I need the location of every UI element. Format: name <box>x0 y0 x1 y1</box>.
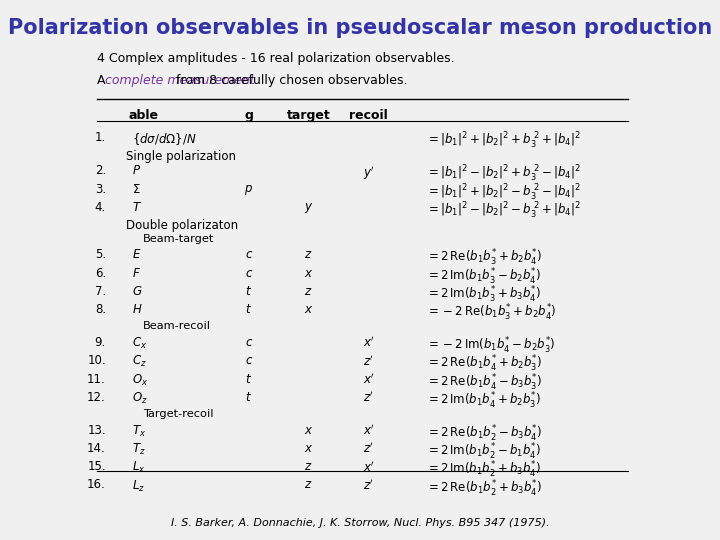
Text: Target-recoil: Target-recoil <box>143 409 214 419</box>
Text: $y$: $y$ <box>304 201 313 215</box>
Text: $T_{z}$: $T_{z}$ <box>132 442 145 457</box>
Text: Polarization observables in pseudoscalar meson production: Polarization observables in pseudoscalar… <box>8 17 712 37</box>
Text: $x'$: $x'$ <box>363 336 374 350</box>
Text: $c$: $c$ <box>245 248 253 261</box>
Text: $z$: $z$ <box>305 460 312 473</box>
Text: $O_{x}$: $O_{x}$ <box>132 373 148 388</box>
Text: from 8 carefully chosen observables.: from 8 carefully chosen observables. <box>171 74 407 87</box>
Text: $\Sigma$: $\Sigma$ <box>132 183 140 195</box>
Text: A: A <box>97 74 110 87</box>
Text: $p$: $p$ <box>244 183 253 197</box>
Text: $=|b_{1}|^{2}-|b_{2}|^{2}-b_{3}^{\;2}+|b_{4}|^{2}$: $=|b_{1}|^{2}-|b_{2}|^{2}-b_{3}^{\;2}+|b… <box>426 201 580 221</box>
Text: $L_{x}$: $L_{x}$ <box>132 460 145 475</box>
Text: $z'$: $z'$ <box>363 442 374 456</box>
Text: $=2\,\mathrm{Re}(b_{1}b_{2}^{*}-b_{3}b_{4}^{*})$: $=2\,\mathrm{Re}(b_{1}b_{2}^{*}-b_{3}b_{… <box>426 424 541 444</box>
Text: $O_{z}$: $O_{z}$ <box>132 391 148 406</box>
Text: $z$: $z$ <box>305 248 312 261</box>
Text: $=2\,\mathrm{Re}(b_{1}b_{4}^{*}-b_{3}b_{3}^{*})$: $=2\,\mathrm{Re}(b_{1}b_{4}^{*}-b_{3}b_{… <box>426 373 541 393</box>
Text: $x'$: $x'$ <box>363 373 374 387</box>
Text: 15.: 15. <box>87 460 106 473</box>
Text: $z'$: $z'$ <box>363 478 374 493</box>
Text: $F$: $F$ <box>132 267 140 280</box>
Text: $=2\,\mathrm{Im}(b_{1}b_{2}^{*}-b_{1}b_{4}^{*})$: $=2\,\mathrm{Im}(b_{1}b_{2}^{*}-b_{1}b_{… <box>426 442 541 462</box>
Text: $L_{z}$: $L_{z}$ <box>132 478 145 494</box>
Text: 9.: 9. <box>94 336 106 349</box>
Text: complete measurement: complete measurement <box>105 74 255 87</box>
Text: 10.: 10. <box>87 354 106 367</box>
Text: 7.: 7. <box>94 285 106 298</box>
Text: $=2\,\mathrm{Re}(b_{1}b_{4}^{*}+b_{2}b_{3}^{*})$: $=2\,\mathrm{Re}(b_{1}b_{4}^{*}+b_{2}b_{… <box>426 354 541 374</box>
Text: 5.: 5. <box>95 248 106 261</box>
Text: $x$: $x$ <box>304 424 313 437</box>
Text: $x'$: $x'$ <box>363 460 374 475</box>
Text: $C_{z}$: $C_{z}$ <box>132 354 146 369</box>
Text: $x'$: $x'$ <box>363 424 374 438</box>
Text: $=|b_{1}|^{2}-|b_{2}|^{2}+b_{3}^{\;2}-|b_{4}|^{2}$: $=|b_{1}|^{2}-|b_{2}|^{2}+b_{3}^{\;2}-|b… <box>426 164 580 184</box>
Text: able: able <box>129 109 158 122</box>
Text: 13.: 13. <box>87 424 106 437</box>
Text: recoil: recoil <box>349 109 388 122</box>
Text: $=2\,\mathrm{Im}(b_{1}b_{3}^{*}-b_{2}b_{4}^{*})$: $=2\,\mathrm{Im}(b_{1}b_{3}^{*}-b_{2}b_{… <box>426 267 541 287</box>
Text: 1.: 1. <box>94 131 106 144</box>
Text: Double polarizaton: Double polarizaton <box>126 219 238 232</box>
Text: 8.: 8. <box>95 303 106 316</box>
Text: $T_{x}$: $T_{x}$ <box>132 424 145 438</box>
Text: $t$: $t$ <box>246 391 252 404</box>
Text: $=|b_{1}|^{2}+|b_{2}|^{2}-b_{3}^{\;2}-|b_{4}|^{2}$: $=|b_{1}|^{2}+|b_{2}|^{2}-b_{3}^{\;2}-|b… <box>426 183 580 202</box>
Text: $t$: $t$ <box>246 373 252 386</box>
Text: $c$: $c$ <box>245 267 253 280</box>
Text: I. S. Barker, A. Donnachie, J. K. Storrow, Nucl. Phys. B95 347 (1975).: I. S. Barker, A. Donnachie, J. K. Storro… <box>171 518 549 528</box>
Text: $P$: $P$ <box>132 164 140 177</box>
Text: $x$: $x$ <box>304 303 313 316</box>
Text: $G$: $G$ <box>132 285 142 298</box>
Text: $=-2\,\mathrm{Im}(b_{1}b_{4}^{*}-b_{2}b_{3}^{*})$: $=-2\,\mathrm{Im}(b_{1}b_{4}^{*}-b_{2}b_… <box>426 336 555 356</box>
Text: $=2\,\mathrm{Re}(b_{1}b_{2}^{*}+b_{3}b_{4}^{*})$: $=2\,\mathrm{Re}(b_{1}b_{2}^{*}+b_{3}b_{… <box>426 478 541 498</box>
Text: $c$: $c$ <box>245 354 253 367</box>
Text: Beam-recoil: Beam-recoil <box>143 321 211 332</box>
Text: Single polarization: Single polarization <box>126 150 236 163</box>
Text: 12.: 12. <box>87 391 106 404</box>
Text: $x$: $x$ <box>304 267 313 280</box>
Text: $z'$: $z'$ <box>363 354 374 369</box>
Text: $E$: $E$ <box>132 248 141 261</box>
Text: $z$: $z$ <box>305 285 312 298</box>
Text: 4 Complex amplitudes - 16 real polarization observables.: 4 Complex amplitudes - 16 real polarizat… <box>97 52 455 65</box>
Text: $H$: $H$ <box>132 303 142 316</box>
Text: 11.: 11. <box>87 373 106 386</box>
Text: 2.: 2. <box>94 164 106 177</box>
Text: $x$: $x$ <box>304 442 313 455</box>
Text: $=|b_{1}|^{2}+|b_{2}|^{2}+b_{3}^{\;2}+|b_{4}|^{2}$: $=|b_{1}|^{2}+|b_{2}|^{2}+b_{3}^{\;2}+|b… <box>426 131 580 152</box>
Text: 16.: 16. <box>87 478 106 491</box>
Text: $t$: $t$ <box>246 285 252 298</box>
Text: 6.: 6. <box>94 267 106 280</box>
Text: g: g <box>244 109 253 122</box>
Text: $y'$: $y'$ <box>363 164 374 182</box>
Text: $T$: $T$ <box>132 201 142 214</box>
Text: $\{d\sigma/d\Omega\}/N$: $\{d\sigma/d\Omega\}/N$ <box>132 131 197 147</box>
Text: 4.: 4. <box>94 201 106 214</box>
Text: $=2\,\mathrm{Re}(b_{1}b_{3}^{*}+b_{2}b_{4}^{*})$: $=2\,\mathrm{Re}(b_{1}b_{3}^{*}+b_{2}b_{… <box>426 248 541 268</box>
Text: 3.: 3. <box>95 183 106 195</box>
Text: Beam-target: Beam-target <box>143 234 215 244</box>
Text: $C_{x}$: $C_{x}$ <box>132 336 147 351</box>
Text: $=-2\,\mathrm{Re}(b_{1}b_{3}^{*}+b_{2}b_{4}^{*})$: $=-2\,\mathrm{Re}(b_{1}b_{3}^{*}+b_{2}b_… <box>426 303 556 323</box>
Text: target: target <box>287 109 330 122</box>
Text: $=2\,\mathrm{Im}(b_{1}b_{3}^{*}+b_{3}b_{4}^{*})$: $=2\,\mathrm{Im}(b_{1}b_{3}^{*}+b_{3}b_{… <box>426 285 541 305</box>
Text: $z'$: $z'$ <box>363 391 374 405</box>
Text: $t$: $t$ <box>246 303 252 316</box>
Text: $c$: $c$ <box>245 336 253 349</box>
Text: $=2\,\mathrm{Im}(b_{1}b_{2}^{*}+b_{3}b_{4}^{*})$: $=2\,\mathrm{Im}(b_{1}b_{2}^{*}+b_{3}b_{… <box>426 460 541 480</box>
Text: $=2\,\mathrm{Im}(b_{1}b_{4}^{*}+b_{2}b_{3}^{*})$: $=2\,\mathrm{Im}(b_{1}b_{4}^{*}+b_{2}b_{… <box>426 391 541 411</box>
Text: $z$: $z$ <box>305 478 312 491</box>
Text: 14.: 14. <box>87 442 106 455</box>
